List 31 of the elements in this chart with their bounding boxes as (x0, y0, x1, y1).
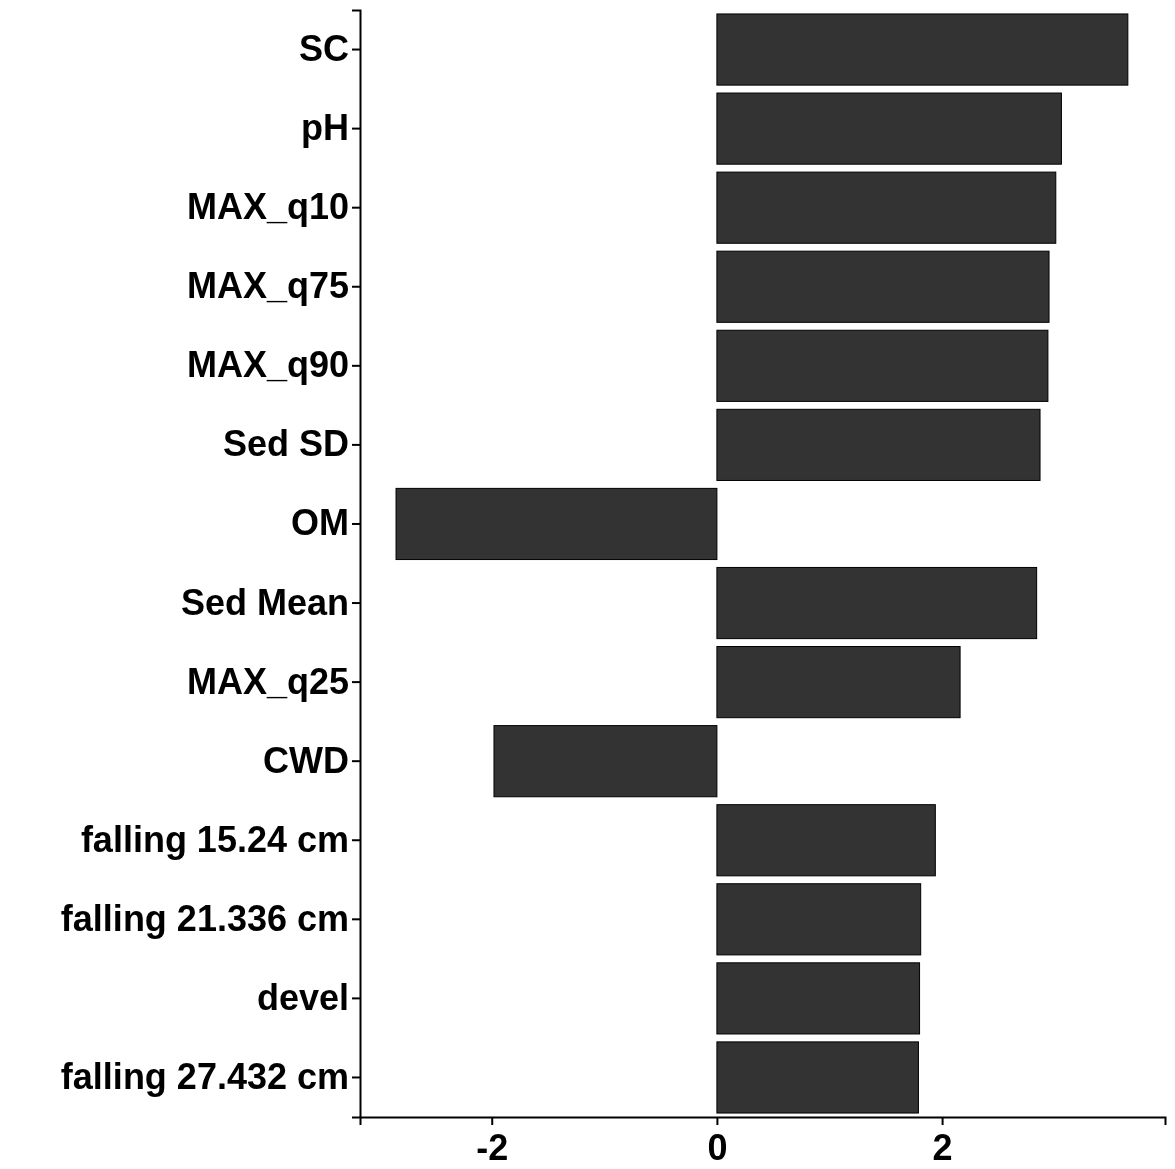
x-tick-label: 0 (707, 1127, 728, 1169)
bar (716, 804, 936, 877)
bar (493, 725, 718, 798)
bar (395, 487, 718, 561)
bar (716, 646, 961, 719)
y-tick-label: MAX_q25 (186, 660, 349, 702)
y-tick-label: SC (298, 28, 349, 70)
y-tick-label: pH (301, 107, 349, 149)
y-tick-label: falling 27.432 cm (60, 1055, 349, 1097)
y-tick-label: falling 15.24 cm (80, 818, 349, 860)
y-tick-label: MAX_q75 (186, 265, 349, 307)
y-tick-label: MAX_q10 (186, 186, 349, 228)
x-tick-label: 2 (932, 1127, 953, 1169)
y-tick-label: Sed Mean (180, 581, 349, 623)
bar (716, 250, 1050, 323)
y-tick-label: Sed SD (222, 423, 349, 465)
y-tick-label: falling 21.336 cm (60, 897, 349, 939)
bar (716, 962, 921, 1035)
bar (716, 13, 1129, 86)
y-tick-label: OM (291, 502, 349, 544)
bar (716, 408, 1041, 481)
bar (716, 1041, 919, 1114)
y-tick-label: CWD (263, 739, 349, 781)
bar (716, 171, 1057, 244)
bar (716, 883, 922, 956)
bar (716, 566, 1038, 640)
y-tick-label: MAX_q90 (186, 344, 349, 386)
x-tick-label: -2 (476, 1127, 509, 1169)
bar (716, 329, 1049, 402)
y-tick-label: devel (256, 976, 349, 1018)
bar (716, 92, 1062, 165)
